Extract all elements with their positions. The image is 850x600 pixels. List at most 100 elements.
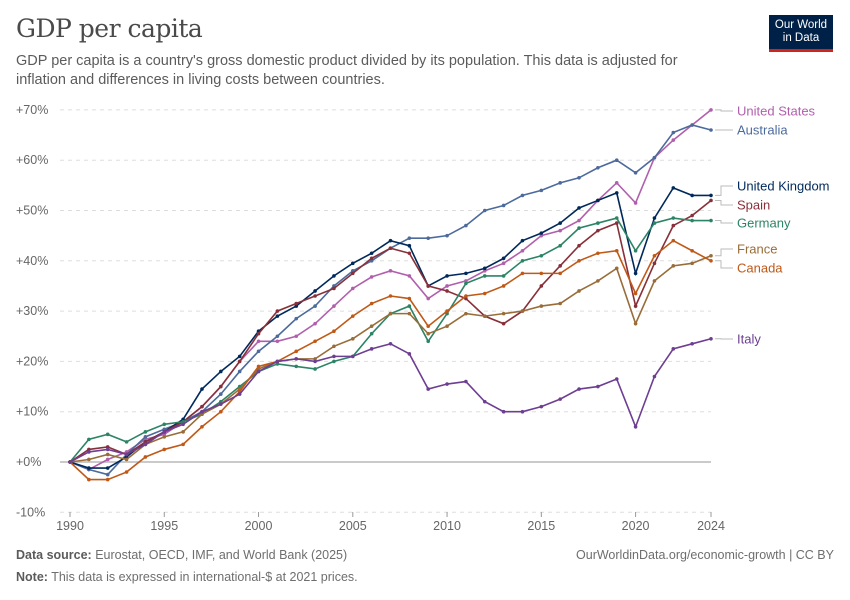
data-point [558,228,562,233]
data-point [464,271,468,276]
data-point [464,223,468,228]
data-source: Data source: Eurostat, OECD, IMF, and Wo… [16,548,347,562]
data-point [237,369,242,374]
data-point [482,399,487,404]
data-point [350,286,355,291]
series-line-germany [69,217,711,463]
data-point [671,347,676,351]
data-point [256,364,261,369]
data-point [105,452,110,457]
data-point [501,311,506,316]
data-point [709,218,713,223]
data-point [294,316,299,321]
data-point [426,296,431,301]
data-point [520,238,525,243]
data-point [219,409,223,414]
data-point [690,193,694,198]
data-point [200,424,204,429]
data-point [501,321,506,326]
data-point [671,138,676,142]
data-point [200,387,204,391]
data-point [388,269,393,273]
data-point [105,432,110,437]
owid-logo[interactable]: Our World in Data [769,15,833,52]
data-point [577,226,581,230]
data-point [181,430,185,434]
data-point [577,218,581,223]
data-point [313,321,317,326]
data-point [633,271,638,276]
data-point [332,354,336,359]
x-tick-label: 2010 [433,519,461,533]
legend-label: Australia [737,123,788,138]
data-point [407,352,412,356]
x-tick-label: 2005 [339,519,367,533]
data-point [350,261,355,266]
data-point [313,367,317,371]
data-point [143,435,148,439]
data-point [652,279,657,283]
data-point [200,412,204,417]
data-point [558,181,562,185]
data-point [633,291,638,296]
data-point [652,221,657,225]
data-point [520,259,525,263]
data-point [690,218,694,223]
data-point [124,440,129,444]
data-point [426,324,431,328]
legend-label: Spain [737,198,770,213]
data-point [105,466,110,470]
data-point [294,357,299,361]
data-point [388,294,393,298]
data-point [614,221,619,225]
data-point [369,256,374,261]
data-point [445,284,449,288]
source-text[interactable]: Eurostat, OECD, IMF, and World Bank (202… [95,548,348,562]
data-point [445,382,449,386]
data-point [633,424,638,429]
y-tick-label: +20% [16,354,48,368]
data-point [105,472,110,477]
data-point [464,294,468,298]
data-point [671,216,676,220]
data-point [633,248,638,253]
data-point [294,334,299,339]
data-point [369,301,374,306]
y-tick-label: +50% [16,204,48,218]
data-point [275,309,280,313]
data-point [520,248,525,253]
data-point [445,274,449,278]
data-point [482,208,487,213]
data-point [332,286,336,291]
data-point [162,430,167,434]
data-point [200,404,204,409]
data-point [87,477,91,482]
data-point [539,231,544,235]
data-point [577,259,581,263]
data-point [256,339,261,344]
data-point [633,201,638,205]
data-point [426,284,431,288]
data-point [181,419,185,424]
data-point [445,309,449,313]
data-point [237,392,242,396]
x-tick-label: 2024 [697,519,725,533]
y-tick-label: +60% [16,153,48,167]
data-point [369,347,374,351]
data-point [558,243,562,248]
data-point [614,191,619,195]
data-point [143,455,148,459]
data-point [87,450,91,454]
data-point [501,261,506,266]
data-point [539,253,544,258]
data-point [577,243,581,248]
data-point [407,251,412,256]
data-point [709,193,713,198]
y-tick-label: -10% [16,505,45,519]
source-url[interactable]: OurWorldinData.org/economic-growth | CC … [576,548,834,562]
data-point [369,275,374,279]
x-tick-label: 2020 [622,519,650,533]
data-point [539,233,544,238]
data-point [671,186,676,190]
data-point [426,331,431,336]
